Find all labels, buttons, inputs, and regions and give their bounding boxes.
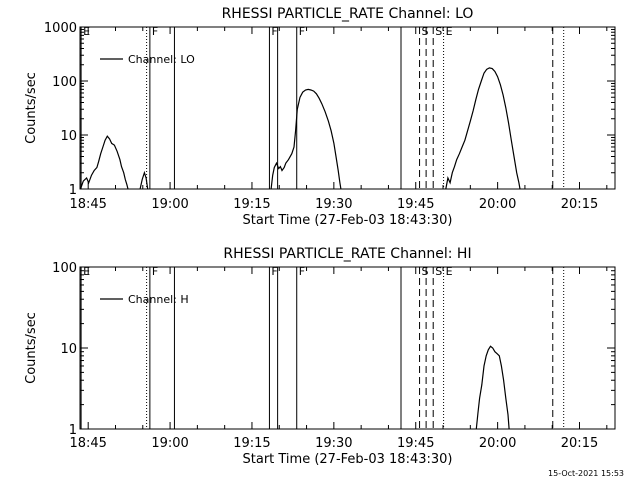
y-tick-label: 10 <box>60 129 77 144</box>
x-tick-label: 20:15 <box>561 436 598 451</box>
y-axis-label: Counts/sec <box>24 312 39 384</box>
data-line-series-0-seg-3 <box>445 67 521 190</box>
y-tick-label: 100 <box>52 75 77 90</box>
data-line-series-0-seg-2 <box>270 88 342 190</box>
event-marker-label: F <box>152 25 158 38</box>
x-tick-label: 18:45 <box>69 197 106 212</box>
event-marker-label: E <box>446 25 453 38</box>
chart-title: RHESSI PARTICLE_RATE Channel: HI <box>223 246 471 262</box>
event-marker-label: F <box>271 265 277 278</box>
x-tick-label: 20:00 <box>479 436 516 451</box>
x-tick-label: 19:00 <box>151 436 188 451</box>
y-tick-label: 100 <box>52 261 77 276</box>
plot-frame <box>79 266 616 430</box>
x-tick-label: 19:45 <box>397 436 434 451</box>
data-line-series-0-seg-1 <box>139 170 149 190</box>
x-tick-label: 18:45 <box>69 436 106 451</box>
y-tick-label: 10 <box>60 342 77 357</box>
event-marker-label: F <box>152 265 158 278</box>
legend-label: Channel: H <box>128 293 189 306</box>
x-tick-label: 20:00 <box>479 197 516 212</box>
chart-title: RHESSI PARTICLE_RATE Channel: LO <box>222 6 474 22</box>
x-tick-label: 19:15 <box>233 436 270 451</box>
x-tick-label: 19:30 <box>315 436 352 451</box>
x-axis-label: Start Time (27-Feb-03 18:43:30) <box>243 452 453 467</box>
x-tick-label: 19:30 <box>315 197 352 212</box>
y-tick-label: 1 <box>69 183 77 198</box>
event-marker-label: F <box>299 265 305 278</box>
x-tick-label: 19:15 <box>233 197 270 212</box>
legend-label: Channel: LO <box>128 53 195 66</box>
event-marker-label: E <box>83 25 90 38</box>
plot-frame <box>79 26 616 190</box>
event-marker-label: S <box>422 25 429 38</box>
x-tick-label: 19:45 <box>397 197 434 212</box>
event-marker-label: S <box>435 25 442 38</box>
data-line-series-0-seg-0 <box>79 135 129 190</box>
y-axis-label: Counts/sec <box>24 72 39 144</box>
event-marker-label: E <box>446 265 453 278</box>
x-tick-label: 20:15 <box>561 197 598 212</box>
data-line-series-0-seg-0 <box>475 345 510 430</box>
y-tick-label: 1 <box>69 423 77 438</box>
event-marker-label: S <box>435 265 442 278</box>
event-marker-label: F <box>299 25 305 38</box>
x-axis-label: Start Time (27-Feb-03 18:43:30) <box>243 213 453 228</box>
y-tick-label: 1000 <box>44 21 77 36</box>
footer-timestamp: 15-Oct-2021 15:53 <box>548 469 624 478</box>
chart-panel-0: RHESSI PARTICLE_RATE Channel: LO 18:45 19:… <box>24 6 616 228</box>
chart-panel-1: RHESSI PARTICLE_RATE Channel: HI 18:45 19:… <box>24 246 616 467</box>
event-marker-label: F <box>271 25 277 38</box>
x-tick-label: 19:00 <box>151 197 188 212</box>
event-marker-label: E <box>83 265 90 278</box>
event-marker-label: S <box>422 265 429 278</box>
